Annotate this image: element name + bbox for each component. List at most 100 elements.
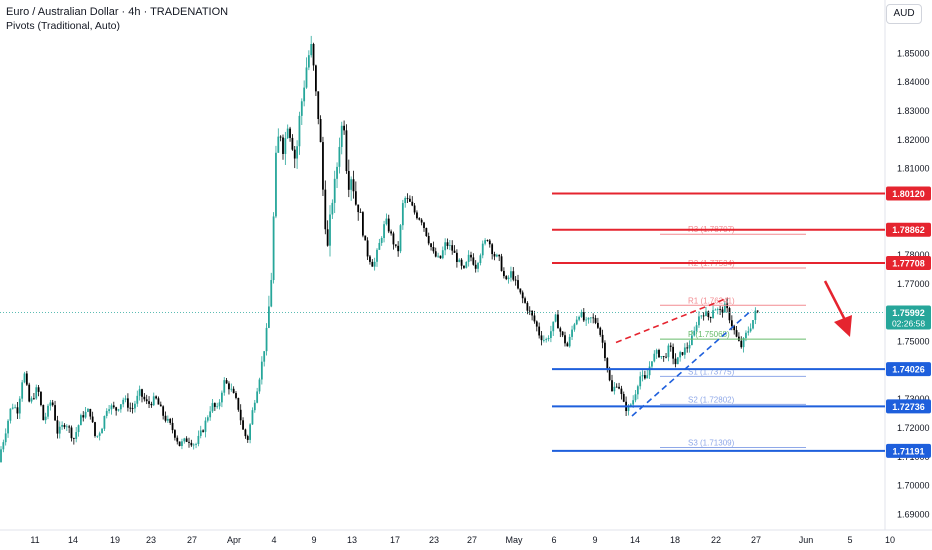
candle-body: [510, 271, 512, 278]
level-tag: [886, 222, 931, 237]
candle-body: [636, 386, 639, 395]
candle-body: [681, 352, 684, 355]
candle-body: [394, 244, 397, 246]
candle-body: [181, 441, 183, 447]
x-tick-label: Apr: [227, 535, 241, 545]
candle-body: [169, 418, 172, 423]
level-tag-label: 1.71191: [892, 446, 924, 456]
level-tag: [886, 443, 931, 458]
candle-body: [338, 146, 341, 167]
candle-body: [371, 261, 374, 267]
candle-body: [347, 171, 350, 190]
pivot-label: S3 (1.71309): [688, 438, 735, 447]
candle-body: [733, 326, 736, 331]
candle-body: [157, 398, 160, 405]
candle-body: [404, 197, 407, 204]
candle-body: [587, 317, 590, 320]
chart-title: Euro / Australian Dollar · 4h · TRADENAT…: [6, 6, 229, 18]
candle-body: [580, 312, 583, 317]
candle-body: [213, 403, 216, 407]
candle-body: [218, 402, 221, 407]
candle-body: [423, 222, 425, 228]
candle-body: [705, 311, 707, 316]
candle-body: [686, 347, 689, 349]
candle-body: [667, 345, 670, 358]
candle-body: [575, 319, 578, 325]
candle-body: [9, 408, 12, 421]
candle-body: [42, 405, 45, 421]
candle-body: [253, 402, 256, 411]
candle-body: [178, 441, 181, 447]
candle-body: [730, 320, 733, 327]
candle-body: [345, 130, 348, 172]
candle-body: [49, 402, 52, 406]
candle-body: [528, 310, 531, 312]
candle-body: [164, 415, 167, 421]
candle-body: [357, 204, 360, 213]
x-tick-label: 10: [885, 535, 895, 545]
candle-body: [573, 324, 576, 330]
candle-body: [315, 65, 317, 92]
candle-body: [378, 242, 381, 250]
candle-body: [16, 407, 19, 414]
candle-body: [756, 310, 759, 312]
indicator-label[interactable]: Pivots (Traditional, Auto): [6, 20, 120, 32]
candle-body: [634, 394, 637, 401]
candle-body: [434, 251, 437, 257]
candle-body: [470, 254, 472, 258]
candle-body: [597, 322, 599, 328]
candle-body: [651, 361, 653, 367]
candle-body: [754, 310, 757, 321]
candle-body: [115, 407, 118, 411]
candle-body: [726, 303, 729, 309]
candle-body: [89, 408, 92, 417]
candle-body: [354, 191, 357, 205]
candle-body: [472, 257, 475, 265]
candle-body: [150, 403, 153, 406]
candle-body: [644, 375, 646, 379]
candle-body: [669, 345, 672, 347]
candle-body: [714, 309, 717, 311]
x-tick-label: 19: [110, 535, 120, 545]
candle-body: [108, 409, 110, 411]
candle-body: [127, 398, 129, 408]
candle-body: [453, 250, 456, 253]
candle-body: [101, 428, 103, 434]
candle-body: [512, 271, 515, 280]
candle-body: [235, 393, 237, 398]
candle-body: [622, 394, 625, 402]
x-tick-label: 27: [467, 535, 477, 545]
candle-body: [141, 389, 143, 397]
candle-body: [63, 424, 66, 428]
channel-lower-line: [631, 309, 753, 417]
candle-body: [230, 388, 233, 390]
level-tag-label: 1.74026: [892, 365, 925, 375]
candle-body: [432, 247, 435, 252]
pivot-label: P (1.75068): [688, 330, 730, 339]
candle-body: [533, 315, 536, 322]
currency-button[interactable]: AUD: [886, 4, 922, 24]
candle-body: [25, 373, 28, 385]
candle-body: [312, 43, 315, 66]
x-tick-label: 27: [187, 535, 197, 545]
candle-body: [362, 212, 364, 236]
candle-body: [387, 218, 390, 232]
y-tick-label: 1.72000: [897, 423, 930, 433]
candle-body: [728, 308, 731, 321]
candle-body: [427, 236, 430, 244]
candle-body: [18, 398, 21, 414]
candle-body: [246, 436, 249, 440]
candle-body: [620, 388, 623, 395]
candle-body: [44, 416, 47, 421]
candle-body: [272, 216, 275, 281]
candle-body: [138, 389, 141, 396]
candle-body: [448, 245, 451, 246]
candle-body: [131, 408, 134, 410]
candle-body: [460, 259, 463, 266]
y-tick-label: 1.81000: [897, 164, 930, 174]
candle-body: [521, 292, 524, 299]
x-tick-label: 5: [847, 535, 852, 545]
candle-body: [152, 396, 155, 406]
down-arrow-shaft: [823, 280, 847, 321]
